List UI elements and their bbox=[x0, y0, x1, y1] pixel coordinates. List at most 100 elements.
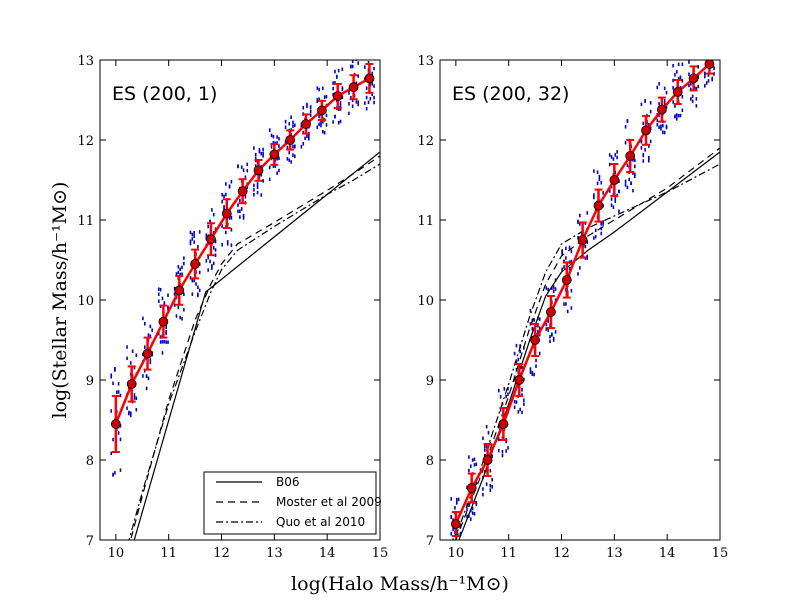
scatter-point bbox=[602, 222, 604, 226]
scatter-point bbox=[276, 135, 278, 139]
scatter-point bbox=[320, 120, 322, 125]
scatter-point bbox=[332, 120, 334, 124]
scatter-point bbox=[538, 317, 541, 321]
model-point bbox=[688, 73, 699, 84]
scatter-point bbox=[337, 120, 340, 125]
scatter-point bbox=[648, 155, 650, 160]
scatter-point bbox=[246, 162, 249, 167]
scatter-point bbox=[593, 236, 595, 240]
scatter-point bbox=[563, 302, 565, 306]
scatter-point bbox=[240, 207, 243, 211]
scatter-point bbox=[491, 477, 493, 482]
scatter-point bbox=[211, 266, 213, 270]
scatter-point bbox=[663, 102, 666, 106]
scatter-point bbox=[292, 153, 294, 157]
y-tick-label: 11 bbox=[77, 214, 94, 229]
scatter-point bbox=[596, 170, 599, 174]
scatter-point bbox=[579, 213, 581, 218]
scatter-point bbox=[501, 449, 504, 454]
scatter-point bbox=[246, 168, 249, 173]
scatter-point bbox=[367, 100, 370, 105]
scatter-point bbox=[468, 455, 470, 459]
scatter-point bbox=[640, 146, 643, 150]
scatter-point bbox=[198, 270, 201, 275]
scatter-point bbox=[521, 410, 523, 415]
scatter-point bbox=[531, 326, 534, 331]
scatter-point bbox=[262, 151, 264, 156]
model-line bbox=[114, 77, 371, 425]
scatter-point bbox=[161, 340, 164, 344]
scatter-point bbox=[181, 272, 183, 276]
scatter-point bbox=[454, 506, 456, 510]
x-tick-label: 12 bbox=[213, 546, 230, 561]
scatter-point bbox=[350, 95, 352, 100]
legend: B06 Moster et al 2009 Quo et al 2010 bbox=[203, 471, 382, 535]
scatter-point bbox=[690, 82, 692, 86]
scatter-point bbox=[225, 182, 227, 186]
scatter-point bbox=[672, 86, 674, 90]
scatter-point bbox=[551, 286, 553, 290]
scatter-point bbox=[147, 376, 150, 381]
scatter-point bbox=[608, 189, 611, 193]
model-point bbox=[530, 335, 540, 345]
scatter-point bbox=[214, 253, 217, 257]
model-point bbox=[364, 73, 375, 84]
scatter-point bbox=[365, 106, 368, 111]
scatter-point bbox=[323, 95, 326, 99]
scatter-point bbox=[339, 107, 342, 111]
scatter-point bbox=[284, 119, 287, 124]
scatter-point bbox=[602, 191, 604, 195]
scatter-point bbox=[485, 424, 488, 429]
scatter-point bbox=[497, 424, 500, 429]
scatter-point bbox=[634, 158, 636, 163]
scatter-point bbox=[545, 327, 548, 331]
scatter-point bbox=[549, 339, 551, 344]
scatter-point bbox=[237, 164, 239, 168]
scatter-point bbox=[491, 454, 493, 458]
scatter-point bbox=[223, 194, 225, 199]
curve-b06 bbox=[133, 151, 380, 540]
scatter-point bbox=[212, 246, 215, 250]
model-point bbox=[158, 316, 169, 327]
scatter-point bbox=[129, 411, 132, 415]
scatter-point bbox=[258, 147, 261, 152]
scatter-point bbox=[173, 292, 176, 296]
scatter-point bbox=[175, 272, 178, 276]
scatter-point bbox=[365, 86, 368, 90]
scatter-point bbox=[570, 249, 573, 254]
scatter-point bbox=[535, 364, 537, 368]
scatter-point bbox=[565, 302, 567, 306]
scatter-point bbox=[195, 282, 197, 286]
scatter-point bbox=[270, 145, 273, 149]
scatter-point bbox=[367, 60, 370, 65]
scatter-point bbox=[370, 54, 372, 58]
scatter-point bbox=[672, 100, 674, 104]
scatter-point bbox=[207, 224, 209, 229]
scatter-point bbox=[566, 309, 569, 314]
scatter-point bbox=[143, 368, 146, 373]
scatter-point bbox=[529, 322, 532, 326]
scatter-point bbox=[157, 292, 160, 297]
scatter-point bbox=[676, 113, 678, 117]
scatter-point bbox=[537, 323, 539, 328]
scatter-point bbox=[117, 390, 120, 394]
scatter-point bbox=[373, 66, 375, 71]
scatter-point bbox=[503, 387, 506, 391]
scatter-point bbox=[466, 507, 468, 511]
model-line bbox=[454, 63, 711, 525]
plot-area bbox=[110, 54, 380, 540]
scatter-point bbox=[260, 151, 263, 156]
scatter-point bbox=[207, 268, 209, 272]
scatter-point bbox=[626, 163, 629, 168]
scatter-point bbox=[499, 395, 502, 399]
model-point bbox=[546, 307, 556, 317]
scatter-point bbox=[624, 140, 627, 145]
scatter-point bbox=[634, 174, 636, 179]
scatter-point bbox=[679, 75, 682, 80]
scatter-point bbox=[165, 340, 167, 344]
scatter-point bbox=[284, 125, 287, 130]
scatter-point bbox=[193, 240, 195, 244]
scatter-point bbox=[632, 171, 634, 175]
scatter-point bbox=[626, 185, 629, 190]
scatter-point bbox=[537, 329, 539, 334]
